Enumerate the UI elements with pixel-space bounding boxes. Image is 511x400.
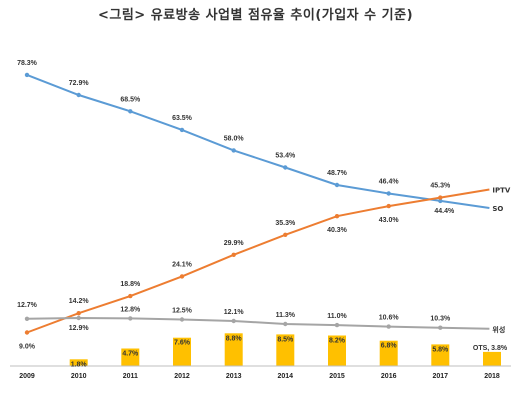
satellite-data-point: [334, 322, 340, 328]
ots-bar: [224, 333, 243, 366]
satellite-data-point: [386, 324, 391, 329]
so-data-point: [24, 72, 30, 78]
ots-data-label: OTS, 3.8%: [473, 345, 508, 352]
x-tick-label: 2015: [329, 373, 345, 380]
so-data-point: [334, 182, 340, 188]
ots-bar: [431, 344, 450, 366]
satellite-data-point: [76, 315, 81, 321]
iptv-data-label: 14.2%: [69, 298, 90, 305]
iptv-data-point: [283, 232, 288, 237]
so-data-point: [76, 92, 81, 98]
satellite-data-point: [438, 325, 443, 330]
iptv-data-point: [179, 274, 185, 279]
satellite-data-point: [283, 321, 288, 327]
iptv-data-label: 29.9%: [224, 240, 245, 247]
so-data-label: 46.4%: [379, 179, 400, 186]
satellite-data-label: 10.3%: [430, 316, 451, 323]
ots-data-label: 8.2%: [329, 338, 346, 345]
x-tick-label: 2013: [226, 373, 242, 380]
x-tick-label: 2014: [278, 373, 294, 380]
so-data-label: 68.5%: [120, 96, 141, 103]
x-tick-label: 2011: [123, 373, 138, 380]
ots-bar: [483, 351, 501, 366]
iptv-data-point: [128, 293, 133, 299]
iptv-series-name: IPTV: [492, 187, 511, 195]
x-tick-label: 2016: [381, 373, 397, 380]
iptv-data-point: [231, 252, 236, 257]
ots-bar: [173, 337, 191, 366]
iptv-series-line: [26, 188, 490, 334]
x-tick-label: 2010: [71, 373, 87, 380]
satellite-data-label: 12.7%: [17, 302, 38, 309]
ots-bar: [379, 340, 398, 366]
satellite-data-label: 10.6%: [379, 315, 400, 322]
x-tick-label: 2012: [174, 373, 190, 380]
so-data-point: [179, 127, 185, 133]
so-data-label: 72.9%: [69, 80, 90, 87]
so-data-label: 53.4%: [275, 153, 296, 160]
so-data-point: [386, 191, 391, 196]
ots-bar: [276, 334, 295, 366]
iptv-data-label: 18.8%: [120, 281, 141, 288]
satellite-data-label: 11.0%: [327, 313, 347, 320]
so-series-line: [26, 73, 490, 209]
ots-bar: [328, 335, 346, 366]
iptv-data-label: 45.3%: [430, 183, 451, 190]
so-series-name: SO: [492, 205, 503, 213]
x-tick-label: 2018: [484, 373, 500, 380]
satellite-series-line: [26, 316, 490, 330]
satellite-data-point: [128, 316, 133, 321]
ots-data-label: 6.8%: [381, 343, 398, 350]
iptv-data-label: 9.0%: [19, 344, 36, 351]
satellite-data-label: 12.8%: [120, 306, 141, 313]
x-tick-label: 2017: [433, 373, 449, 380]
satellite-data-point: [231, 318, 236, 324]
so-data-label: 63.5%: [172, 115, 193, 122]
satellite-data-label: 12.5%: [172, 308, 193, 315]
iptv-data-label: 40.3%: [327, 227, 348, 234]
iptv-data-point: [24, 330, 30, 335]
so-data-label: 78.3%: [17, 60, 38, 67]
satellite-data-point: [24, 316, 30, 321]
iptv-data-point: [438, 195, 443, 200]
iptv-data-label: 35.3%: [275, 220, 296, 227]
ots-data-label: 4.7%: [122, 351, 139, 358]
iptv-data-label: 43.0%: [379, 217, 400, 224]
ots-data-label: 7.6%: [174, 340, 191, 347]
ots-data-label: 8.5%: [277, 336, 294, 343]
iptv-data-point: [76, 311, 81, 316]
so-data-point: [438, 198, 443, 204]
chart-title: <그림> 유료방송 사업별 점유율 추이(가입자 수 기준): [97, 8, 414, 23]
iptv-data-label: 24.1%: [172, 261, 193, 268]
ots-bar: [69, 359, 88, 366]
so-data-label: 48.7%: [327, 170, 348, 177]
iptv-data-point: [386, 203, 391, 209]
so-data-point: [231, 148, 236, 153]
satellite-data-label: 12.1%: [224, 309, 245, 316]
ots-data-label: 5.8%: [432, 346, 449, 353]
so-data-label: 58.0%: [224, 135, 245, 142]
ots-data-label: 1.8%: [71, 361, 88, 368]
satellite-data-label: 11.3%: [276, 312, 296, 319]
so-data-label: 44.4%: [434, 208, 455, 215]
iptv-data-point: [334, 214, 340, 219]
ots-bar: [121, 348, 140, 366]
satellite-data-label: 12.9%: [69, 325, 90, 332]
ots-data-label: 8.8%: [226, 335, 243, 342]
x-tick-label: 2009: [19, 373, 35, 380]
satellite-series-name: 위성: [492, 325, 505, 334]
satellite-data-point: [179, 317, 185, 322]
so-data-point: [128, 109, 133, 114]
so-data-point: [283, 165, 288, 170]
